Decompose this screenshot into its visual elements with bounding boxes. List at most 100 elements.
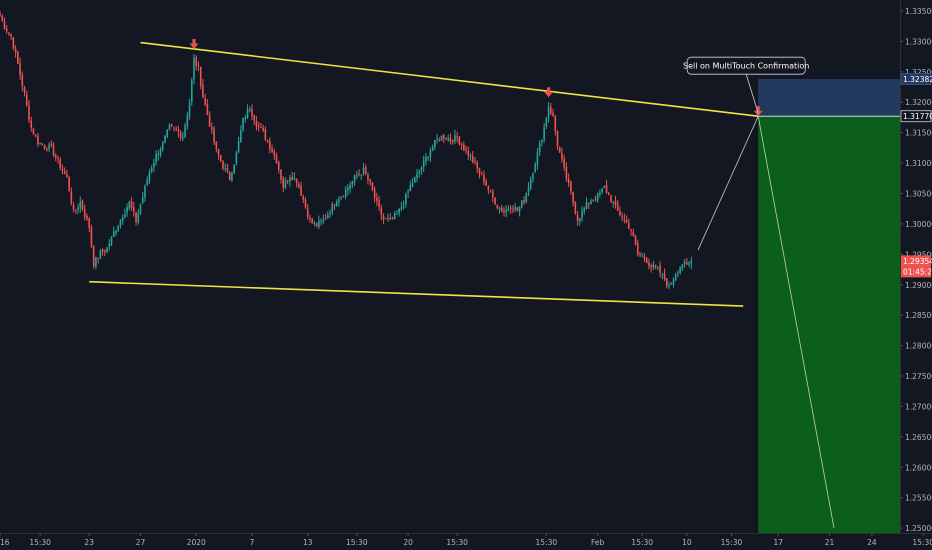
- candle-body: [670, 283, 673, 285]
- candle-body: [28, 105, 30, 120]
- candle-body: [295, 178, 298, 183]
- candle-body: [532, 173, 534, 179]
- candlestick-series: [0, 10, 693, 290]
- candle-body: [679, 267, 681, 273]
- candle-body: [208, 115, 211, 127]
- candle-body: [300, 186, 302, 196]
- candle-body: [451, 140, 454, 143]
- time-tick-label: 15:30: [721, 538, 743, 547]
- candle-body: [275, 155, 278, 163]
- candle-body: [465, 149, 467, 151]
- candle-body: [612, 202, 615, 204]
- candle-body: [83, 209, 86, 217]
- countdown-tag: 01:45:27: [903, 267, 932, 276]
- candle-body: [99, 250, 102, 259]
- candle-body: [231, 173, 233, 181]
- candle-body: [556, 130, 559, 147]
- candle-body: [257, 125, 260, 127]
- candle-body: [362, 167, 365, 174]
- swing-high-marker-2: [544, 91, 554, 98]
- candle-body: [59, 159, 62, 169]
- candle-body: [37, 135, 39, 145]
- candle-body: [369, 179, 371, 182]
- price-tick-label: 1.32000: [905, 98, 932, 107]
- candle-body: [581, 210, 583, 219]
- candle-body: [115, 230, 117, 234]
- candle-body: [525, 193, 528, 203]
- candle-body: [500, 207, 503, 212]
- candle-body: [248, 109, 251, 111]
- price-tick-label: 1.29000: [905, 281, 932, 290]
- price-axis[interactable]: 1.33500 1.33000 1.32500 1.32000 1.31500 1.310…: [900, 7, 932, 533]
- time-tick-label: 15:30: [346, 538, 368, 547]
- candle-body: [594, 198, 597, 200]
- candle-body: [199, 66, 202, 86]
- candle-body: [447, 138, 450, 141]
- time-tick-label: 7: [250, 538, 255, 547]
- candle-body: [384, 218, 387, 220]
- take-profit-zone: [758, 116, 900, 533]
- stop-loss-zone: [758, 78, 900, 117]
- candle-body: [104, 251, 106, 253]
- candle-body: [240, 130, 242, 143]
- candle-body: [518, 206, 521, 212]
- candle-body: [373, 188, 376, 199]
- candle-body: [376, 197, 378, 202]
- price-tick-label: 1.25000: [905, 524, 932, 533]
- candle-body: [273, 151, 276, 156]
- price-tick-label: 1.25500: [905, 494, 932, 503]
- candle-body: [3, 20, 6, 29]
- candle-body: [302, 196, 305, 200]
- candle-body: [360, 174, 363, 176]
- candle-body: [563, 158, 565, 168]
- candle-body: [380, 207, 383, 215]
- candle-body: [170, 124, 173, 127]
- candle-body: [460, 144, 463, 146]
- candle-body: [358, 173, 360, 175]
- current-price-tag-bg: [901, 255, 931, 278]
- time-axis[interactable]: 16 15:30 23 27 2020 7 13 15:30 20 15:30 15:30 Feb 15…: [0, 533, 932, 547]
- candle-body: [351, 181, 354, 185]
- candle-body: [97, 257, 99, 259]
- candle-body: [349, 185, 351, 189]
- candle-body: [255, 121, 258, 127]
- candle-body: [41, 143, 44, 145]
- candle-body: [86, 215, 88, 219]
- candle-body: [534, 164, 536, 173]
- candle-body: [190, 79, 193, 103]
- candle-body: [677, 272, 679, 274]
- candle-body: [153, 163, 155, 168]
- projection-line-1: [697, 116, 759, 251]
- candle-body: [54, 154, 57, 158]
- candle-body: [498, 207, 501, 209]
- candle-body: [547, 106, 550, 118]
- candle-body: [650, 265, 652, 268]
- entry-marker-shaft: [756, 106, 760, 112]
- candle-body: [601, 188, 603, 193]
- candle-body: [496, 205, 499, 208]
- candle-body: [478, 168, 481, 174]
- candle-body: [277, 162, 280, 170]
- candle-body: [68, 177, 70, 192]
- candle-body: [75, 209, 77, 211]
- candle-body: [422, 160, 425, 167]
- candle-body: [137, 213, 140, 223]
- candle-body: [30, 120, 33, 128]
- candle-body: [494, 197, 496, 205]
- candle-body: [442, 135, 445, 138]
- candle-body: [420, 167, 423, 171]
- candle-body: [57, 157, 59, 159]
- entry-price-tag-bg: [900, 110, 932, 123]
- candle-body: [23, 87, 26, 94]
- candle-body: [88, 218, 90, 228]
- candle-body: [48, 144, 50, 150]
- candle-body: [266, 140, 269, 142]
- candle-body: [344, 189, 347, 197]
- candle-body: [665, 278, 668, 287]
- candle-body: [135, 212, 137, 223]
- candle-body: [202, 84, 204, 98]
- candle-body: [224, 168, 227, 170]
- candle-body: [128, 201, 131, 209]
- candle-body: [440, 135, 443, 141]
